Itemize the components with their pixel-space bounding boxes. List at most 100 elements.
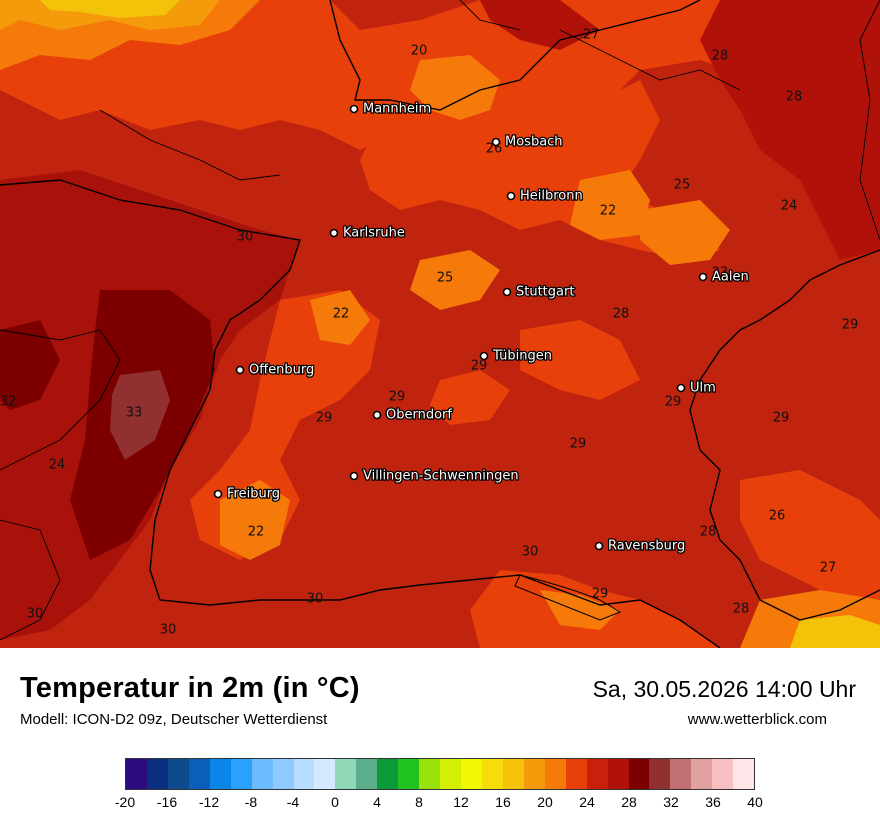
color-scale-segment [188, 759, 210, 789]
color-scale-tick: -16 [156, 794, 178, 810]
color-scale-tick: -4 [286, 794, 300, 810]
zone-25-swabian [520, 320, 640, 400]
temperature-value: 29 [570, 437, 587, 452]
city-marker[interactable]: Villingen-Schwenningen [349, 467, 520, 485]
temperature-value: 33 [126, 406, 143, 421]
city-marker[interactable]: Offenburg [235, 361, 316, 379]
city-dot [329, 228, 339, 238]
color-scale-segment [670, 759, 692, 789]
temperature-map[interactable]: 27 20 28 28 26 25 24 22 30 23 25 22 28 29 29 29 32 29 33 29… [0, 0, 880, 648]
zone-26-south-east [740, 470, 880, 600]
color-scale-tick: -12 [198, 794, 220, 810]
color-scale-segment [628, 759, 650, 789]
color-scale-segment [461, 759, 482, 789]
city-dot [349, 471, 359, 481]
color-scale-segment [419, 759, 441, 789]
website-link[interactable]: www.wetterblick.com [687, 711, 827, 728]
city-marker[interactable]: Karlsruhe [329, 224, 406, 242]
color-scale-tick: 8 [415, 794, 423, 810]
color-scale-segment [272, 759, 294, 789]
temperature-value: 29 [842, 318, 859, 333]
zone-28-north-east [700, 0, 880, 260]
color-scale-segment [356, 759, 378, 789]
color-scale-tick: 16 [495, 794, 511, 810]
temperature-value: 23 [712, 266, 729, 281]
city-dot [594, 541, 604, 551]
color-scale-segment [565, 759, 587, 789]
city-dot [502, 287, 512, 297]
city-marker[interactable]: Aalen [698, 268, 750, 286]
color-scale-tick: -20 [114, 794, 136, 810]
color-scale-segment [691, 759, 713, 789]
temperature-value: 22 [248, 525, 265, 540]
city-dot [506, 191, 516, 201]
city-label: Ravensburg [608, 539, 685, 554]
city-label: Mannheim [363, 102, 431, 117]
temperature-value: 22 [600, 204, 617, 219]
temperature-value: 20 [411, 44, 428, 59]
forecast-datetime: Sa, 30.05.2026 14:00 Uhr [592, 676, 856, 702]
city-marker[interactable]: Tübingen [479, 347, 553, 365]
map-title: Temperatur in 2m (in °C) [20, 672, 360, 704]
color-scale-tick: -8 [244, 794, 258, 810]
color-scale-segment [251, 759, 273, 789]
temperature-map-canvas: 27 20 28 28 26 25 24 22 30 23 25 22 28 29 29 29 32 29 33 29… [0, 0, 880, 648]
temperature-value: 25 [674, 178, 691, 193]
temperature-value: 25 [437, 271, 454, 286]
zone-26-central [430, 370, 510, 425]
zone-18-alps [790, 615, 880, 648]
city-marker[interactable]: Heilbronn [506, 187, 584, 205]
color-scale-segment [209, 759, 231, 789]
city-dot [235, 365, 245, 375]
color-scale-segment [146, 759, 168, 789]
city-dot [213, 489, 223, 499]
color-scale-tick: 0 [331, 794, 339, 810]
color-scale-ticks: -20 -16 -12 -8 -4 0 4 8 12 16 20 24 28 32 36 40 [115, 794, 763, 814]
color-scale-segment [314, 759, 336, 789]
color-scale-segment [293, 759, 315, 789]
state-borders [0, 0, 880, 648]
city-label: Aalen [712, 270, 749, 285]
zone-22-north-forest [310, 290, 370, 345]
temperature-value: 28 [786, 90, 803, 105]
temperature-value: 30 [27, 607, 44, 622]
temperature-value: 32 [0, 395, 16, 410]
city-dot [676, 383, 686, 393]
temperature-value: 28 [733, 602, 750, 617]
temperature-value: 29 [592, 587, 609, 602]
city-marker[interactable]: Stuttgart [502, 283, 576, 301]
color-scale-segment [712, 759, 734, 789]
color-scale-tick: 28 [621, 794, 637, 810]
zone-23-aalen [640, 200, 730, 265]
zone-25-central [410, 250, 500, 310]
color-scale-segment [502, 759, 524, 789]
color-scale-segment [167, 759, 189, 789]
zone-18 [40, 0, 180, 18]
city-marker[interactable]: Mosbach [491, 133, 564, 151]
city-label: Tübingen [492, 349, 552, 364]
color-scale-segment [649, 759, 671, 789]
temperature-value: 30 [237, 230, 254, 245]
temperature-value: 29 [389, 390, 406, 405]
city-marker[interactable]: Ravensburg [594, 537, 687, 555]
color-scale-bar [125, 758, 755, 790]
color-scale-segment [398, 759, 420, 789]
city-label: Oberndorf [386, 408, 452, 423]
color-scale-tick: 40 [747, 794, 763, 810]
city-marker[interactable]: Freiburg [213, 485, 281, 503]
temperature-value: 30 [160, 623, 177, 638]
temperature-value: 24 [49, 458, 66, 473]
temperature-value: 30 [307, 592, 324, 607]
city-marker[interactable]: Oberndorf [372, 406, 454, 424]
city-label: Karlsruhe [343, 226, 405, 241]
temperature-values: 27 20 28 28 26 25 24 22 30 23 25 22 28 29 29 29 32 29 33 29… [0, 28, 858, 638]
color-scale-segment [607, 759, 629, 789]
city-dot [349, 104, 359, 114]
color-scale-tick: 4 [373, 794, 381, 810]
color-scale-segment [335, 759, 357, 789]
zone-32-west [0, 320, 60, 410]
city-marker[interactable]: Mannheim [349, 100, 432, 118]
city-dot [372, 410, 382, 420]
city-marker[interactable]: Ulm [676, 379, 717, 397]
zone-33 [110, 370, 170, 460]
